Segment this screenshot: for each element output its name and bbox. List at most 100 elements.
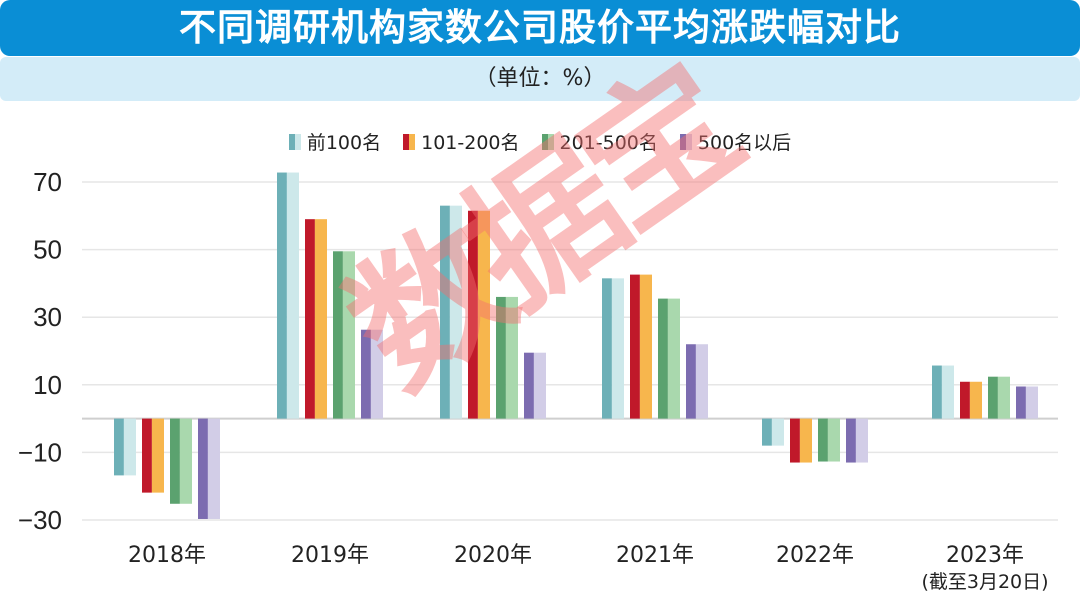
bar-face-light [667, 298, 680, 419]
bar-face-dark [762, 418, 772, 446]
legend-label: 前100名 [306, 132, 382, 154]
bar-face-dark [932, 365, 942, 419]
bar-0-4 [762, 418, 784, 446]
bar-face-light [997, 376, 1010, 419]
legend-item-top100: 前100名 [288, 128, 382, 155]
bar-1-3 [630, 274, 652, 419]
bar-face-dark [361, 329, 371, 419]
bar-face-light [477, 210, 490, 419]
bar-0-5 [932, 365, 954, 419]
bar-3-2 [524, 352, 546, 419]
bar-face-light [611, 278, 624, 419]
bar-face-dark [686, 344, 696, 419]
bar-face-light [855, 418, 868, 463]
unit-label: （单位：%） [0, 57, 1080, 101]
bar-face-dark [524, 352, 534, 419]
bar-face-light [314, 219, 327, 419]
bar-2-1 [333, 251, 355, 419]
bar-face-light [639, 274, 652, 419]
bar-2-2 [496, 296, 518, 419]
bar-face-light [207, 418, 220, 519]
legend-swatch [403, 133, 416, 150]
y-tick-label: 70 [33, 167, 62, 197]
y-tick-label: 10 [33, 370, 62, 400]
bar-face-dark [277, 172, 287, 419]
bar-2-4 [818, 418, 840, 462]
bar-face-dark [602, 278, 612, 419]
bar-face-dark [790, 418, 800, 463]
bar-face-light [771, 418, 784, 446]
legend-swatch [541, 133, 554, 150]
bar-face-dark [1016, 386, 1026, 419]
legend-item-500-plus: 500名以后 [679, 128, 792, 155]
bar-face-light [969, 381, 982, 419]
bar-face-light [1025, 386, 1038, 419]
x-tick-label: 2021年 [616, 543, 694, 568]
bar-1-2 [468, 210, 490, 419]
legend: 前100名 101-200名 201-500名 500名以后 [0, 128, 1080, 155]
bar-1-5 [960, 381, 982, 419]
bar-face-dark [846, 418, 856, 463]
bar-face-light [533, 352, 546, 419]
bar-face-light [941, 365, 954, 419]
bar-face-dark [142, 418, 152, 493]
legend-item-201-500: 201-500名 [541, 128, 658, 155]
bar-3-1 [361, 329, 383, 419]
bar-2-5 [988, 376, 1010, 419]
bar-face-light [449, 205, 462, 419]
bar-face-light [827, 418, 840, 462]
bar-1-4 [790, 418, 812, 463]
bar-3-5 [1016, 386, 1038, 419]
x-tick-label: 2018年 [128, 543, 206, 568]
bar-3-4 [846, 418, 868, 463]
bar-face-light [286, 172, 299, 419]
legend-label: 500名以后 [697, 132, 792, 154]
bar-2-0 [170, 418, 192, 504]
bar-1-1 [305, 219, 327, 419]
bar-face-light [179, 418, 192, 504]
bar-0-1 [277, 172, 299, 419]
bar-1-0 [142, 418, 164, 493]
bar-0-2 [440, 205, 462, 419]
bar-face-dark [440, 205, 450, 419]
bar-0-3 [602, 278, 624, 419]
bar-face-dark [198, 418, 208, 519]
bar-face-dark [305, 219, 315, 419]
bar-face-light [151, 418, 164, 493]
legend-swatch [288, 133, 301, 150]
x-tick-note: (截至3月20日) [921, 571, 1048, 593]
y-tick-label: 30 [33, 302, 62, 332]
bar-face-light [505, 296, 518, 419]
chart-title: 不同调研机构家数公司股价平均涨跌幅对比 [0, 0, 1080, 56]
bar-face-dark [818, 418, 828, 462]
legend-swatch [679, 133, 692, 150]
x-tick-label: 2020年 [454, 543, 532, 568]
bar-face-dark [170, 418, 180, 504]
legend-item-101-200: 101-200名 [403, 128, 520, 155]
y-tick-label: −30 [18, 505, 62, 535]
bar-face-light [123, 418, 136, 476]
y-tick-label: 50 [33, 235, 62, 265]
x-tick-label: 2019年 [291, 543, 369, 568]
bar-face-light [799, 418, 812, 463]
bar-2-3 [658, 298, 680, 419]
bar-face-dark [960, 381, 970, 419]
bar-face-light [342, 251, 355, 419]
bar-face-dark [988, 376, 998, 419]
bar-face-dark [630, 274, 640, 419]
legend-label: 201-500名 [559, 132, 658, 154]
bar-face-dark [114, 418, 124, 476]
bar-3-3 [686, 344, 708, 419]
x-tick-label: 2023年 [946, 543, 1024, 568]
bar-face-dark [496, 296, 506, 419]
bar-face-light [370, 329, 383, 419]
bar-face-dark [333, 251, 343, 419]
bar-face-light [695, 344, 708, 419]
legend-label: 101-200名 [421, 132, 520, 154]
x-tick-label: 2022年 [776, 543, 854, 568]
y-tick-label: −10 [18, 437, 62, 467]
bar-3-0 [198, 418, 220, 519]
bar-0-0 [114, 418, 136, 476]
bar-face-dark [658, 298, 668, 419]
